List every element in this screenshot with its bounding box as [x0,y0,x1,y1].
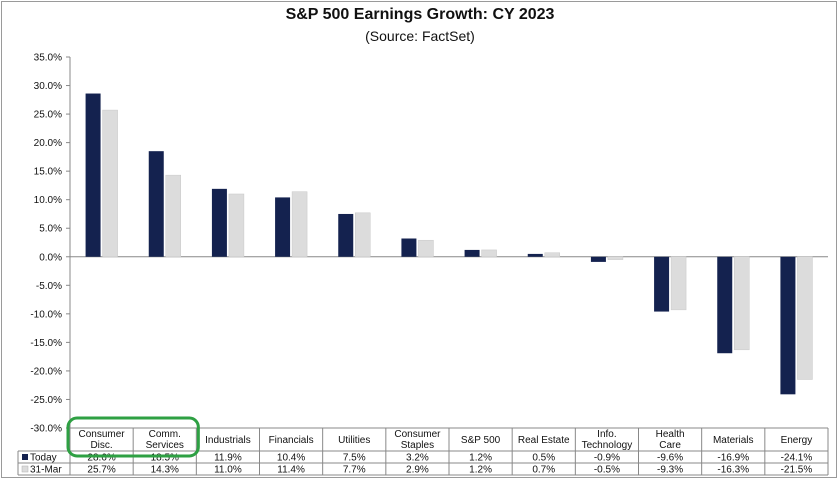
category-label: Staples [401,440,434,451]
bar-today [464,249,480,257]
chart-subtitle: (Source: FactSet) [365,28,475,44]
data-label: -9.3% [657,465,683,476]
bar-today [148,151,164,257]
data-label: -16.9% [717,453,749,464]
legend-key-today [22,454,28,460]
y-tick-label: 15.0% [34,167,62,178]
y-tick-label: 5.0% [39,224,62,235]
data-label: -21.5% [781,465,813,476]
category-label: Energy [781,435,813,446]
data-label: 11.4% [277,465,305,476]
y-tick-label: -15.0% [30,338,62,349]
data-label: -24.1% [781,453,813,464]
y-tick-label: 30.0% [34,81,62,92]
bar-today [338,213,354,257]
category-label: Info. [597,429,616,440]
category-label: Comm. [149,429,181,440]
legend-label: Today [30,453,57,464]
bar-mar31 [544,252,560,258]
data-label: 0.7% [532,465,555,476]
y-tick-label: 20.0% [34,138,62,149]
data-label: 28.6% [87,453,115,464]
y-tick-label: 10.0% [34,195,62,206]
category-label: Services [146,440,184,451]
data-label: 1.2% [469,465,492,476]
bar-mar31 [291,191,308,258]
category-label: Health [656,429,685,440]
category-label: S&P 500 [461,435,501,446]
bar-mar31 [165,174,181,258]
data-label: 18.5% [151,453,179,464]
bar-today [780,256,796,395]
y-tick-label: -20.0% [30,366,62,377]
data-label: 7.5% [343,453,366,464]
category-label: Technology [582,440,633,451]
bar-mar31 [670,256,687,311]
data-label: 25.7% [87,465,115,476]
category-label: Materials [713,435,754,446]
bar-today [527,253,543,257]
y-tick-label: -25.0% [30,395,62,406]
bar-mar31 [607,256,624,260]
bar-mar31 [481,249,497,258]
bar-today [275,197,291,257]
category-label: Care [659,440,681,451]
bar-today [654,256,670,312]
data-label: -0.9% [594,453,620,464]
legend-label: 31-Mar [30,465,62,476]
bar-mar31 [355,212,371,258]
y-tick-label: 25.0% [34,110,62,121]
category-label: Consumer [79,429,126,440]
category-label: Industrials [205,435,251,446]
y-tick-label: 0.0% [39,252,62,263]
category-label: Real Estate [518,435,570,446]
chart-title: S&P 500 Earnings Growth: CY 2023 [285,6,555,23]
data-label: -16.3% [717,465,749,476]
bar-today [211,188,227,257]
bar-mar31 [418,239,434,258]
bar-today [717,256,733,354]
bar-mar31 [228,193,245,258]
data-label: 10.4% [277,453,305,464]
category-label: Utilities [338,435,370,446]
bar-today [590,256,606,262]
data-label: -9.6% [657,453,683,464]
data-label: 14.3% [151,465,179,476]
data-label: 11.9% [214,453,242,464]
category-label: Disc. [90,440,112,451]
y-tick-label: 35.0% [34,53,62,64]
data-label: 11.0% [214,465,242,476]
y-tick-label: -10.0% [30,309,62,320]
y-tick-label: -5.0% [36,281,62,292]
bar-today [85,93,101,257]
bar-mar31 [797,256,813,380]
bar-mar31 [102,109,118,258]
y-tick-label: -30.0% [30,424,62,435]
data-label: 7.7% [343,465,366,476]
data-label: 3.2% [406,453,429,464]
bar-mar31 [734,256,750,351]
category-label: Consumer [394,429,441,440]
data-label: -0.5% [594,465,620,476]
bar-today [401,238,417,257]
data-label: 1.2% [469,453,492,464]
highlight-box [66,416,200,458]
category-label: Financials [269,435,314,446]
data-label: 0.5% [532,453,555,464]
legend-key-mar31 [21,465,29,473]
data-label: 2.9% [406,465,429,476]
